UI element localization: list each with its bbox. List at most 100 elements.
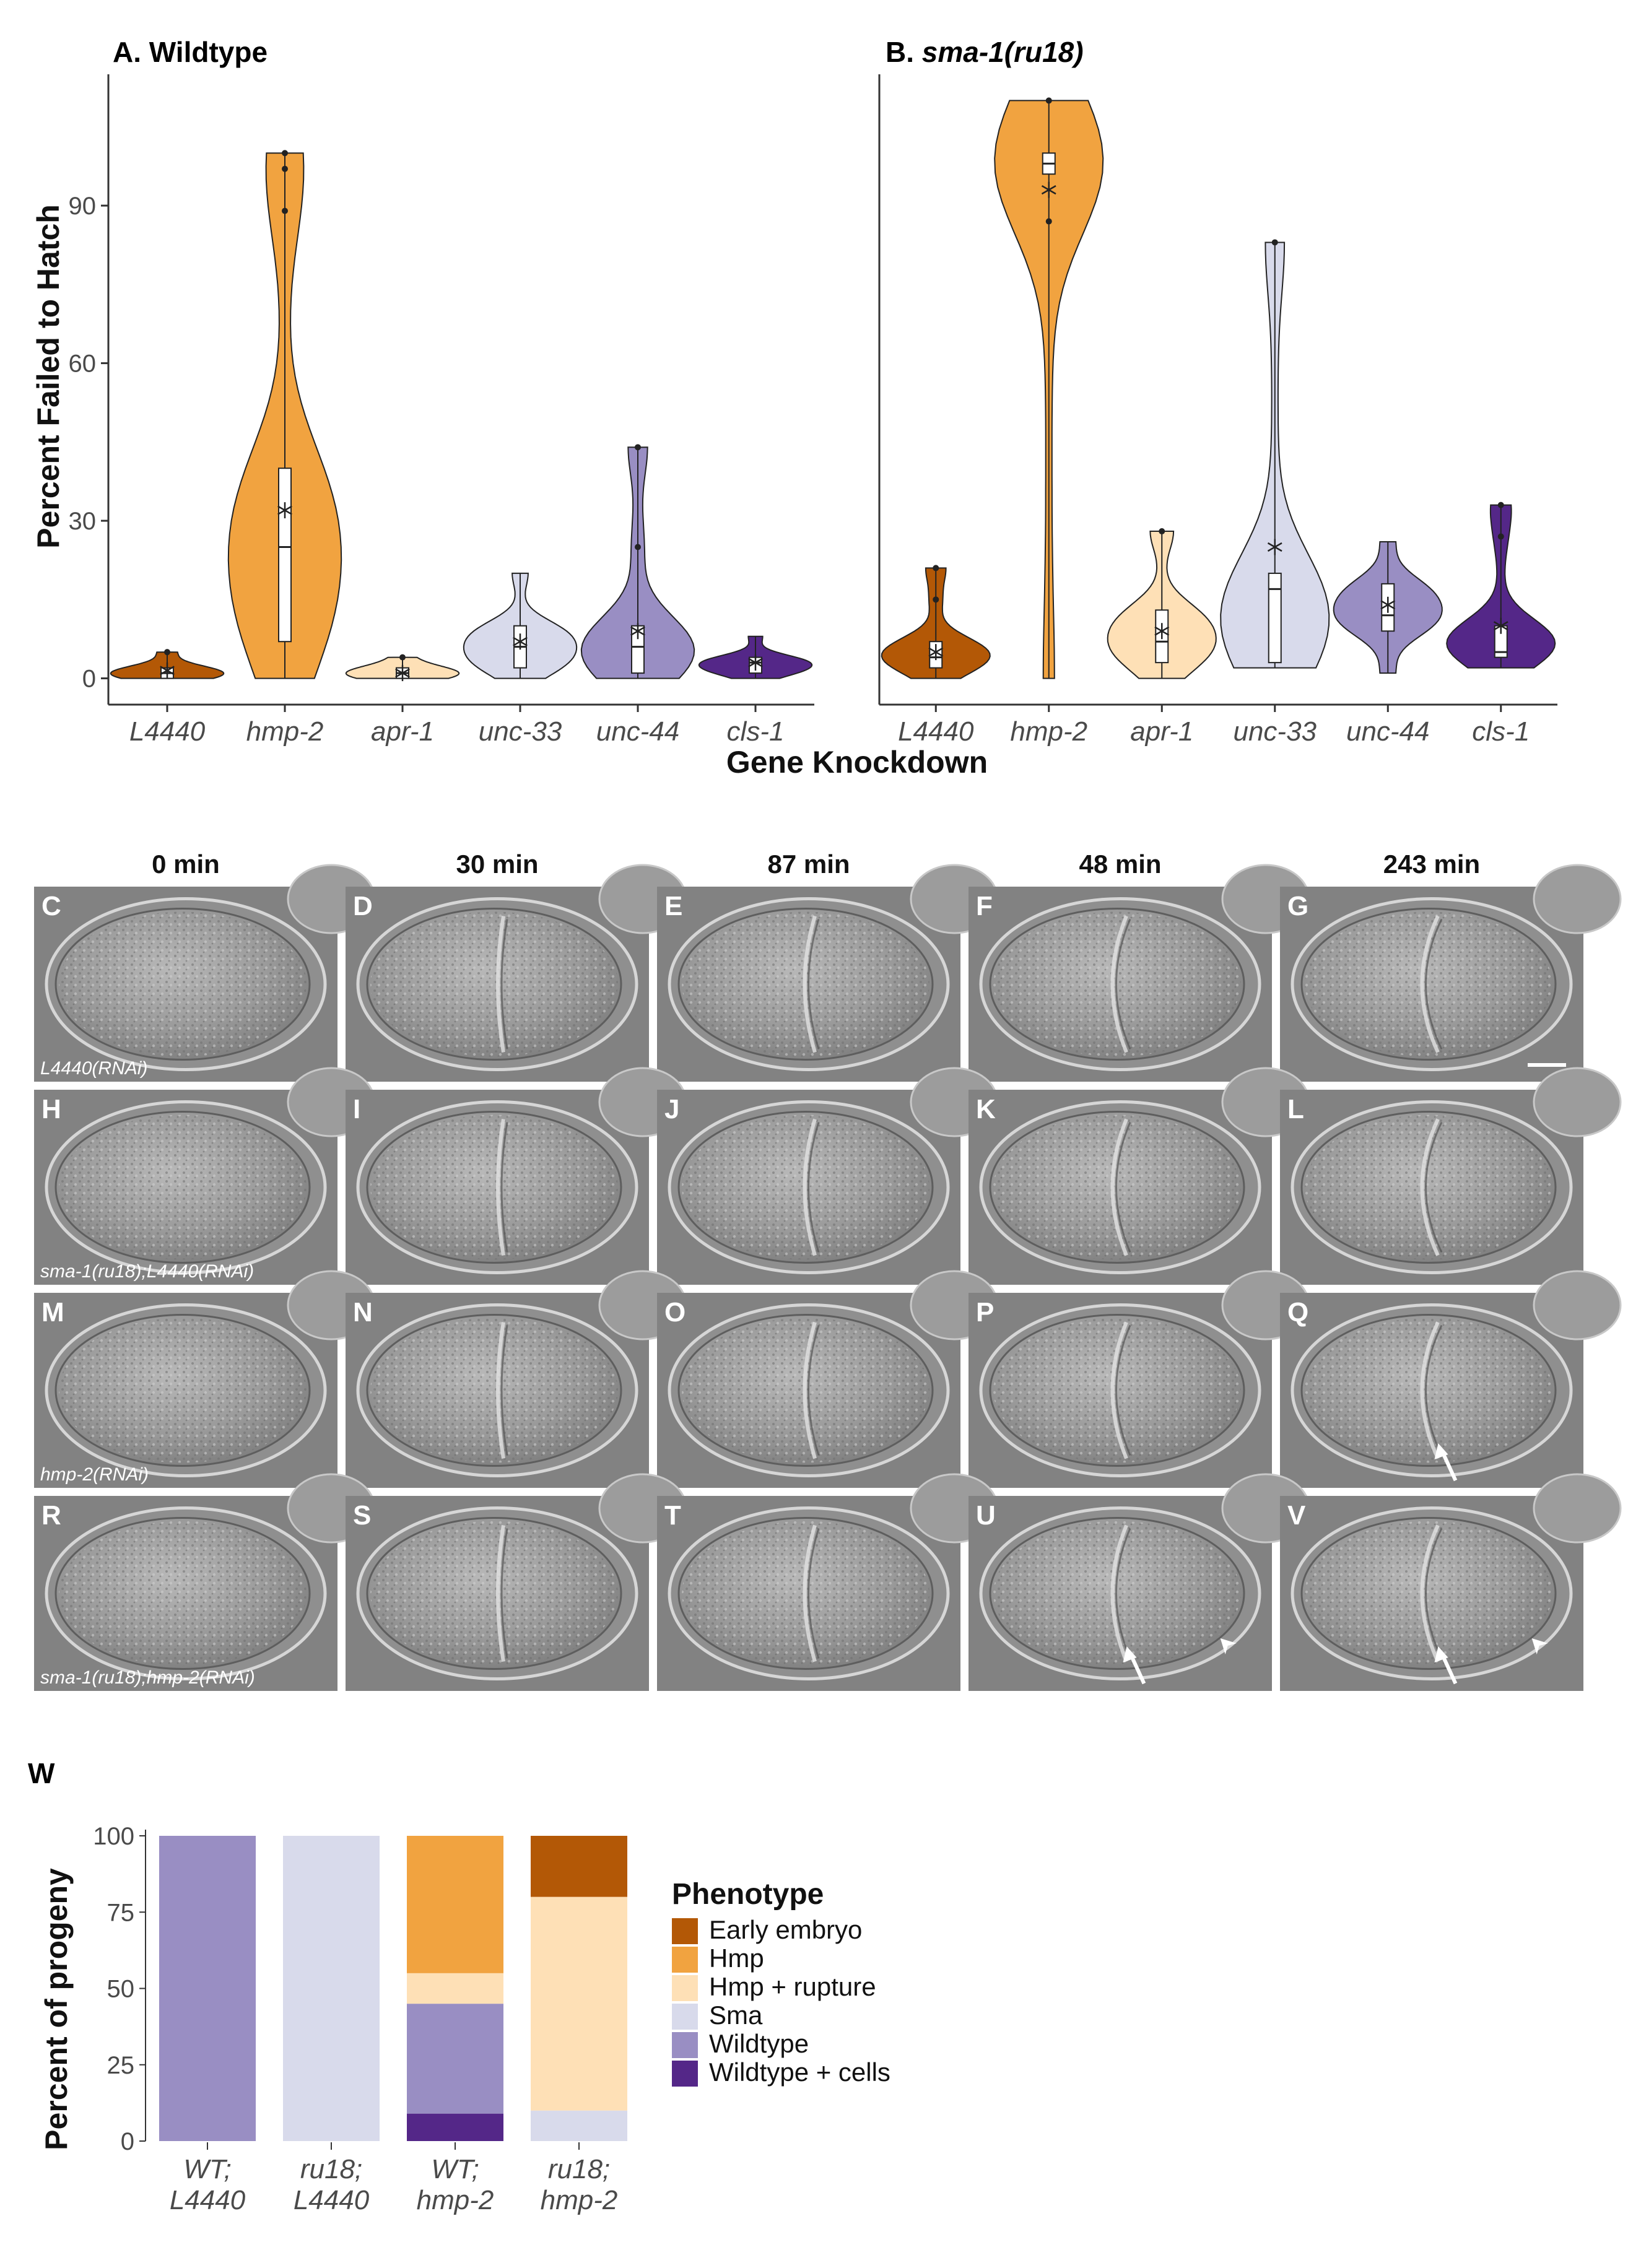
x-category-label: cls-1: [1472, 716, 1530, 747]
legend-label: Early embryo: [709, 1915, 862, 1944]
data-point: [282, 207, 288, 214]
embryo-fold: [1110, 915, 1128, 1053]
mean-marker: [1041, 181, 1056, 198]
mean-marker: [630, 623, 645, 640]
micrograph-tile: C L4440(RNAi): [34, 864, 376, 1082]
legend-item: Early embryo: [672, 1915, 862, 1944]
legend-label: Hmp: [709, 1944, 764, 1973]
micrograph-letter: S: [353, 1500, 371, 1531]
embryo-fold: [496, 1322, 505, 1459]
embryo-fold: [803, 1118, 817, 1256]
x-category-label: WT;: [431, 2154, 479, 2184]
y-tick-label: 0: [121, 2128, 134, 2155]
bar-segment: [531, 1836, 627, 1897]
micrograph-tile: E: [657, 864, 999, 1082]
y-tick-label: 90: [69, 193, 97, 220]
micrograph-tile: D: [346, 864, 687, 1082]
micrograph-letter: O: [664, 1297, 686, 1327]
micrograph-letter: P: [976, 1297, 994, 1327]
panel-w-stacked-bar-chart: W Percent of progeny 0255075100WT;L4440r…: [28, 1757, 890, 2215]
legend-swatch: [672, 1947, 698, 1973]
micrograph-tile: F: [969, 864, 1310, 1082]
panel-b-title-prefix: B.: [886, 36, 914, 68]
row-caption: sma-1(ru18);L4440(RNAi): [40, 1261, 254, 1282]
x-category-label: ru18;: [548, 2154, 610, 2184]
embryo-fold: [1110, 1118, 1128, 1256]
neighbor-embryo: [1533, 1473, 1622, 1544]
data-point: [1159, 528, 1165, 535]
micrograph-letter: N: [353, 1297, 373, 1327]
embryo-texture: [1305, 1521, 1552, 1666]
micrograph-tile: U: [969, 1473, 1310, 1691]
legend-item: Sma: [672, 2001, 763, 2030]
micrograph-tile: P: [969, 1270, 1310, 1488]
scale-bar: [1528, 1063, 1566, 1067]
y-tick-label: 0: [82, 666, 96, 693]
mean-marker: [1267, 539, 1282, 555]
micrograph-letter: Q: [1287, 1297, 1308, 1327]
y-tick-label: 100: [93, 1823, 134, 1850]
micrograph-grid: 0 min 30 min 87 min 48 min 243 min C L4440(RNA…: [34, 849, 1622, 1691]
x-category-label: unc-33: [1233, 716, 1317, 747]
embryo-fold: [1110, 1321, 1128, 1459]
embryo-fold-shadow: [1115, 1121, 1131, 1253]
embryo-fold-shadow: [807, 1122, 820, 1253]
micrograph-tile: V: [1280, 1473, 1622, 1691]
y-tick-label: 25: [107, 2052, 135, 2079]
iqr-box: [278, 467, 292, 643]
legend-item: Wildtype: [672, 2029, 809, 2058]
embryo-texture: [59, 1521, 307, 1666]
micrograph-tile: I: [346, 1067, 687, 1285]
embryo-texture: [59, 1318, 307, 1463]
micrograph-tile: G: [1280, 864, 1622, 1082]
embryo-fold-shadow: [500, 1528, 508, 1659]
embryo-texture: [1305, 1114, 1552, 1260]
legend-swatch: [672, 2004, 698, 2030]
micrograph-letter: M: [41, 1297, 64, 1327]
legend-label: Wildtype + cells: [709, 2057, 890, 2087]
embryo-texture: [370, 911, 618, 1057]
bar-segment: [531, 1897, 627, 2111]
micrograph-letter: T: [664, 1500, 681, 1531]
data-point: [164, 649, 170, 656]
legend-swatch: [672, 2032, 698, 2058]
row-caption: hmp-2(RNAi): [40, 1464, 149, 1485]
embryo-fold: [496, 1119, 505, 1256]
y-tick-label: 75: [107, 1899, 135, 1926]
micrograph-letter: I: [353, 1094, 360, 1124]
embryo-fold-shadow: [500, 1122, 508, 1253]
arrow-marker: [1434, 1646, 1458, 1685]
legend-title: Phenotype: [672, 1878, 824, 1911]
data-point: [282, 165, 288, 172]
micrograph-letter: J: [664, 1094, 679, 1124]
embryo-fold-shadow: [807, 1325, 820, 1456]
y-tick-label: 50: [107, 1976, 135, 2003]
micrograph-letter: L: [1287, 1094, 1304, 1124]
embryo-texture: [370, 1521, 618, 1666]
bar-segment: [407, 2004, 503, 2114]
time-label: 48 min: [1079, 849, 1161, 879]
micrograph-letter: C: [41, 891, 61, 921]
embryo-fold: [1110, 1524, 1128, 1662]
data-point: [399, 654, 406, 661]
arrowhead-marker: [1531, 1638, 1548, 1654]
legend-item: Hmp: [672, 1944, 764, 1973]
embryo-fold-shadow: [1425, 1324, 1443, 1456]
micrograph-letter: U: [976, 1500, 996, 1531]
micrograph-tile: J: [657, 1067, 999, 1285]
legend-item: Wildtype + cells: [672, 2057, 890, 2087]
mean-marker: [277, 502, 292, 519]
x-category-label: WT;: [183, 2154, 231, 2184]
x-category-label: ru18;: [300, 2154, 362, 2184]
embryo-fold: [803, 915, 817, 1053]
x-category-label: cls-1: [727, 716, 785, 747]
embryo-fold: [1420, 1321, 1440, 1459]
panel-a-violin-chart: A. Wildtype Percent Failed to Hatch 0 30 6…: [31, 36, 814, 747]
embryo-texture: [59, 911, 307, 1057]
mean-marker: [1380, 596, 1396, 613]
row-caption: sma-1(ru18);hmp-2(RNAi): [40, 1667, 255, 1688]
neighbor-embryo: [1533, 1067, 1622, 1137]
